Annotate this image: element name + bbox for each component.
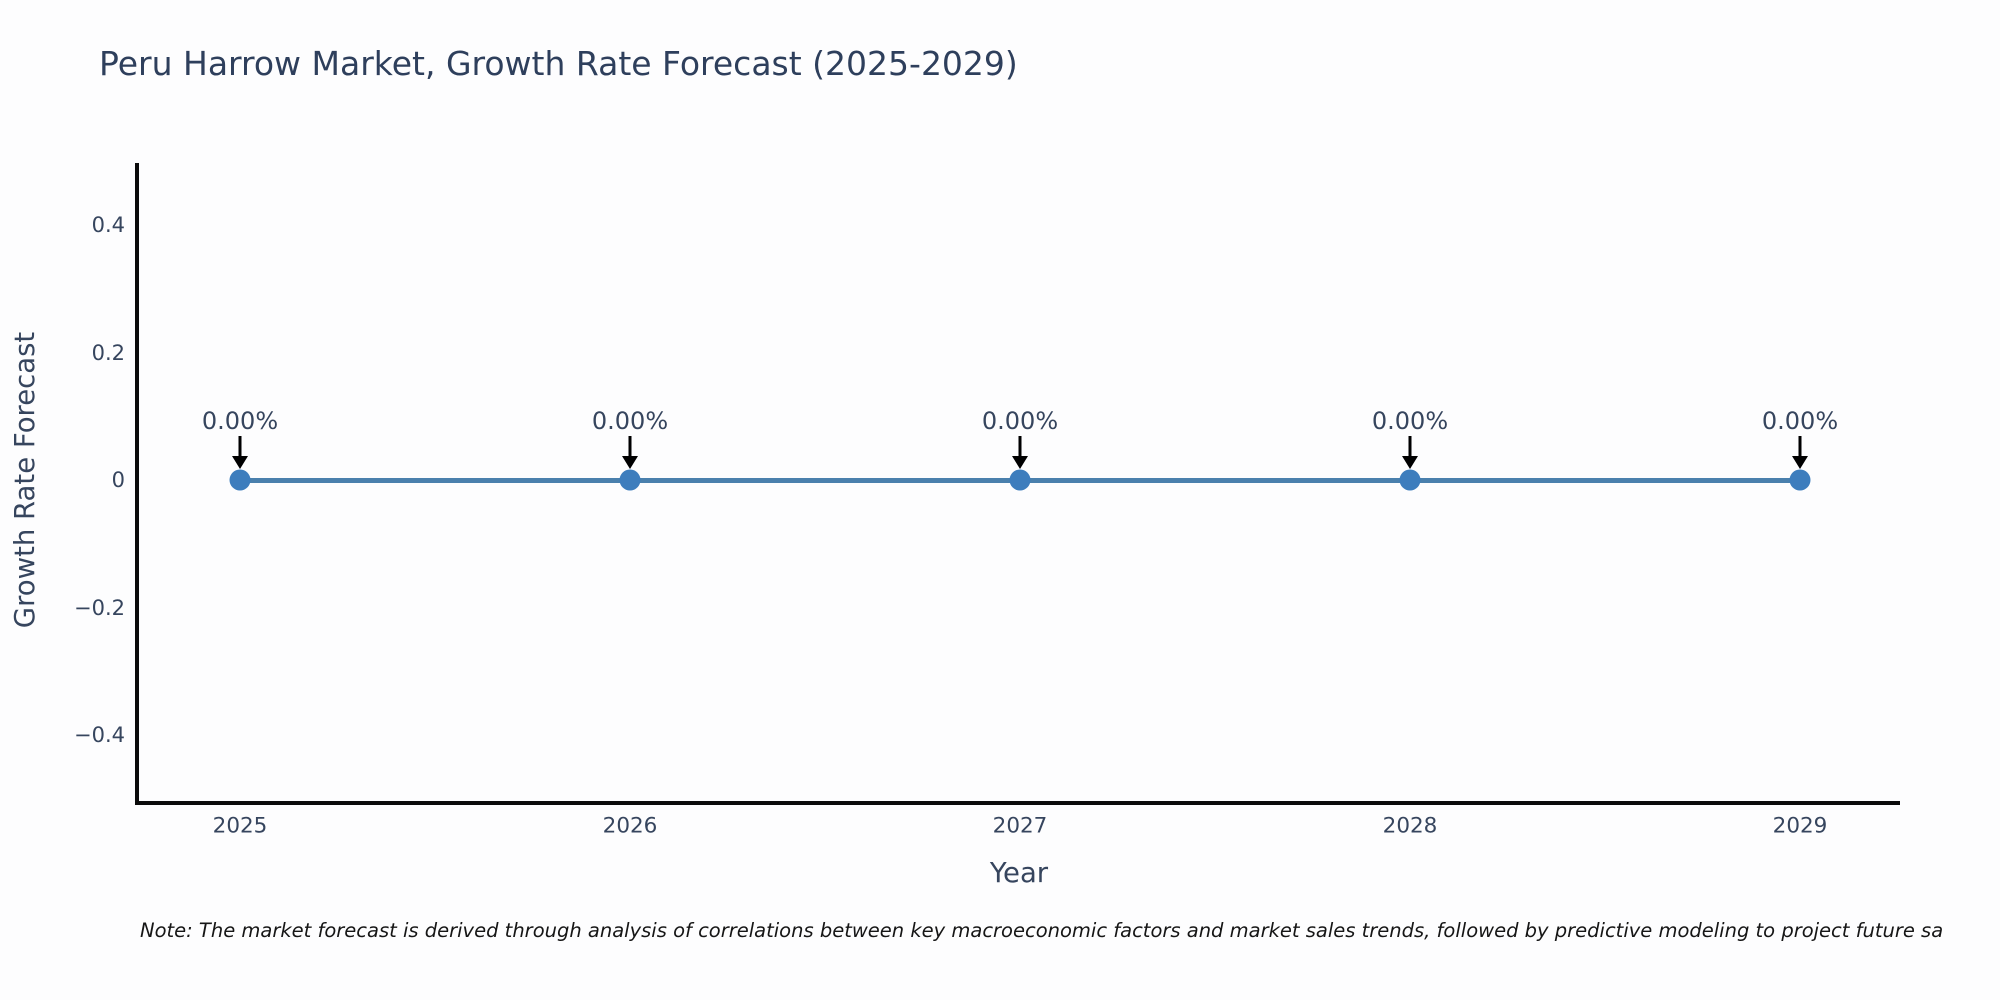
y-tick-label: 0 bbox=[111, 468, 125, 492]
data-point-marker bbox=[229, 469, 251, 491]
annotation-arrow-stem bbox=[628, 436, 632, 458]
x-tick-label: 2027 bbox=[992, 813, 1048, 839]
data-point-value-label: 0.00% bbox=[201, 407, 279, 435]
y-tick-label: −0.4 bbox=[74, 723, 125, 747]
y-tick-label: 0.2 bbox=[91, 340, 125, 365]
annotation-arrow-head bbox=[232, 456, 248, 469]
annotation-arrow-stem bbox=[238, 436, 242, 458]
chart-title: Peru Harrow Market, Growth Rate Forecast… bbox=[99, 44, 1018, 83]
data-point-marker bbox=[1789, 469, 1811, 491]
y-tick-label: −0.2 bbox=[74, 595, 125, 620]
x-tick-label: 2028 bbox=[1382, 813, 1438, 839]
annotation-arrow-stem bbox=[1018, 436, 1022, 458]
data-point-marker bbox=[1009, 469, 1031, 491]
x-axis-label: Year bbox=[989, 857, 1049, 889]
x-tick-label: 2029 bbox=[1772, 813, 1828, 839]
data-point-value-label: 0.00% bbox=[1761, 407, 1839, 435]
footnote: Note: The market forecast is derived thr… bbox=[140, 919, 1944, 942]
annotation-arrow-head bbox=[1792, 456, 1808, 469]
annotation-arrow-stem bbox=[1798, 436, 1802, 458]
data-point-value-label: 0.00% bbox=[981, 407, 1059, 435]
x-axis-line bbox=[135, 801, 1900, 805]
annotation-arrow-stem bbox=[1408, 436, 1412, 458]
x-tick-label: 2025 bbox=[212, 813, 268, 839]
data-point-value-label: 0.00% bbox=[591, 407, 669, 435]
annotation-arrow-head bbox=[1012, 456, 1028, 469]
annotation-arrow-head bbox=[622, 456, 638, 469]
y-tick-label: 0.4 bbox=[91, 213, 125, 237]
x-tick-label: 2026 bbox=[602, 813, 658, 839]
y-axis-line bbox=[135, 163, 139, 805]
annotation-arrow-head bbox=[1402, 456, 1418, 469]
data-point-value-label: 0.00% bbox=[1371, 407, 1449, 435]
data-point-marker bbox=[619, 469, 641, 491]
data-point-marker bbox=[1399, 469, 1421, 491]
